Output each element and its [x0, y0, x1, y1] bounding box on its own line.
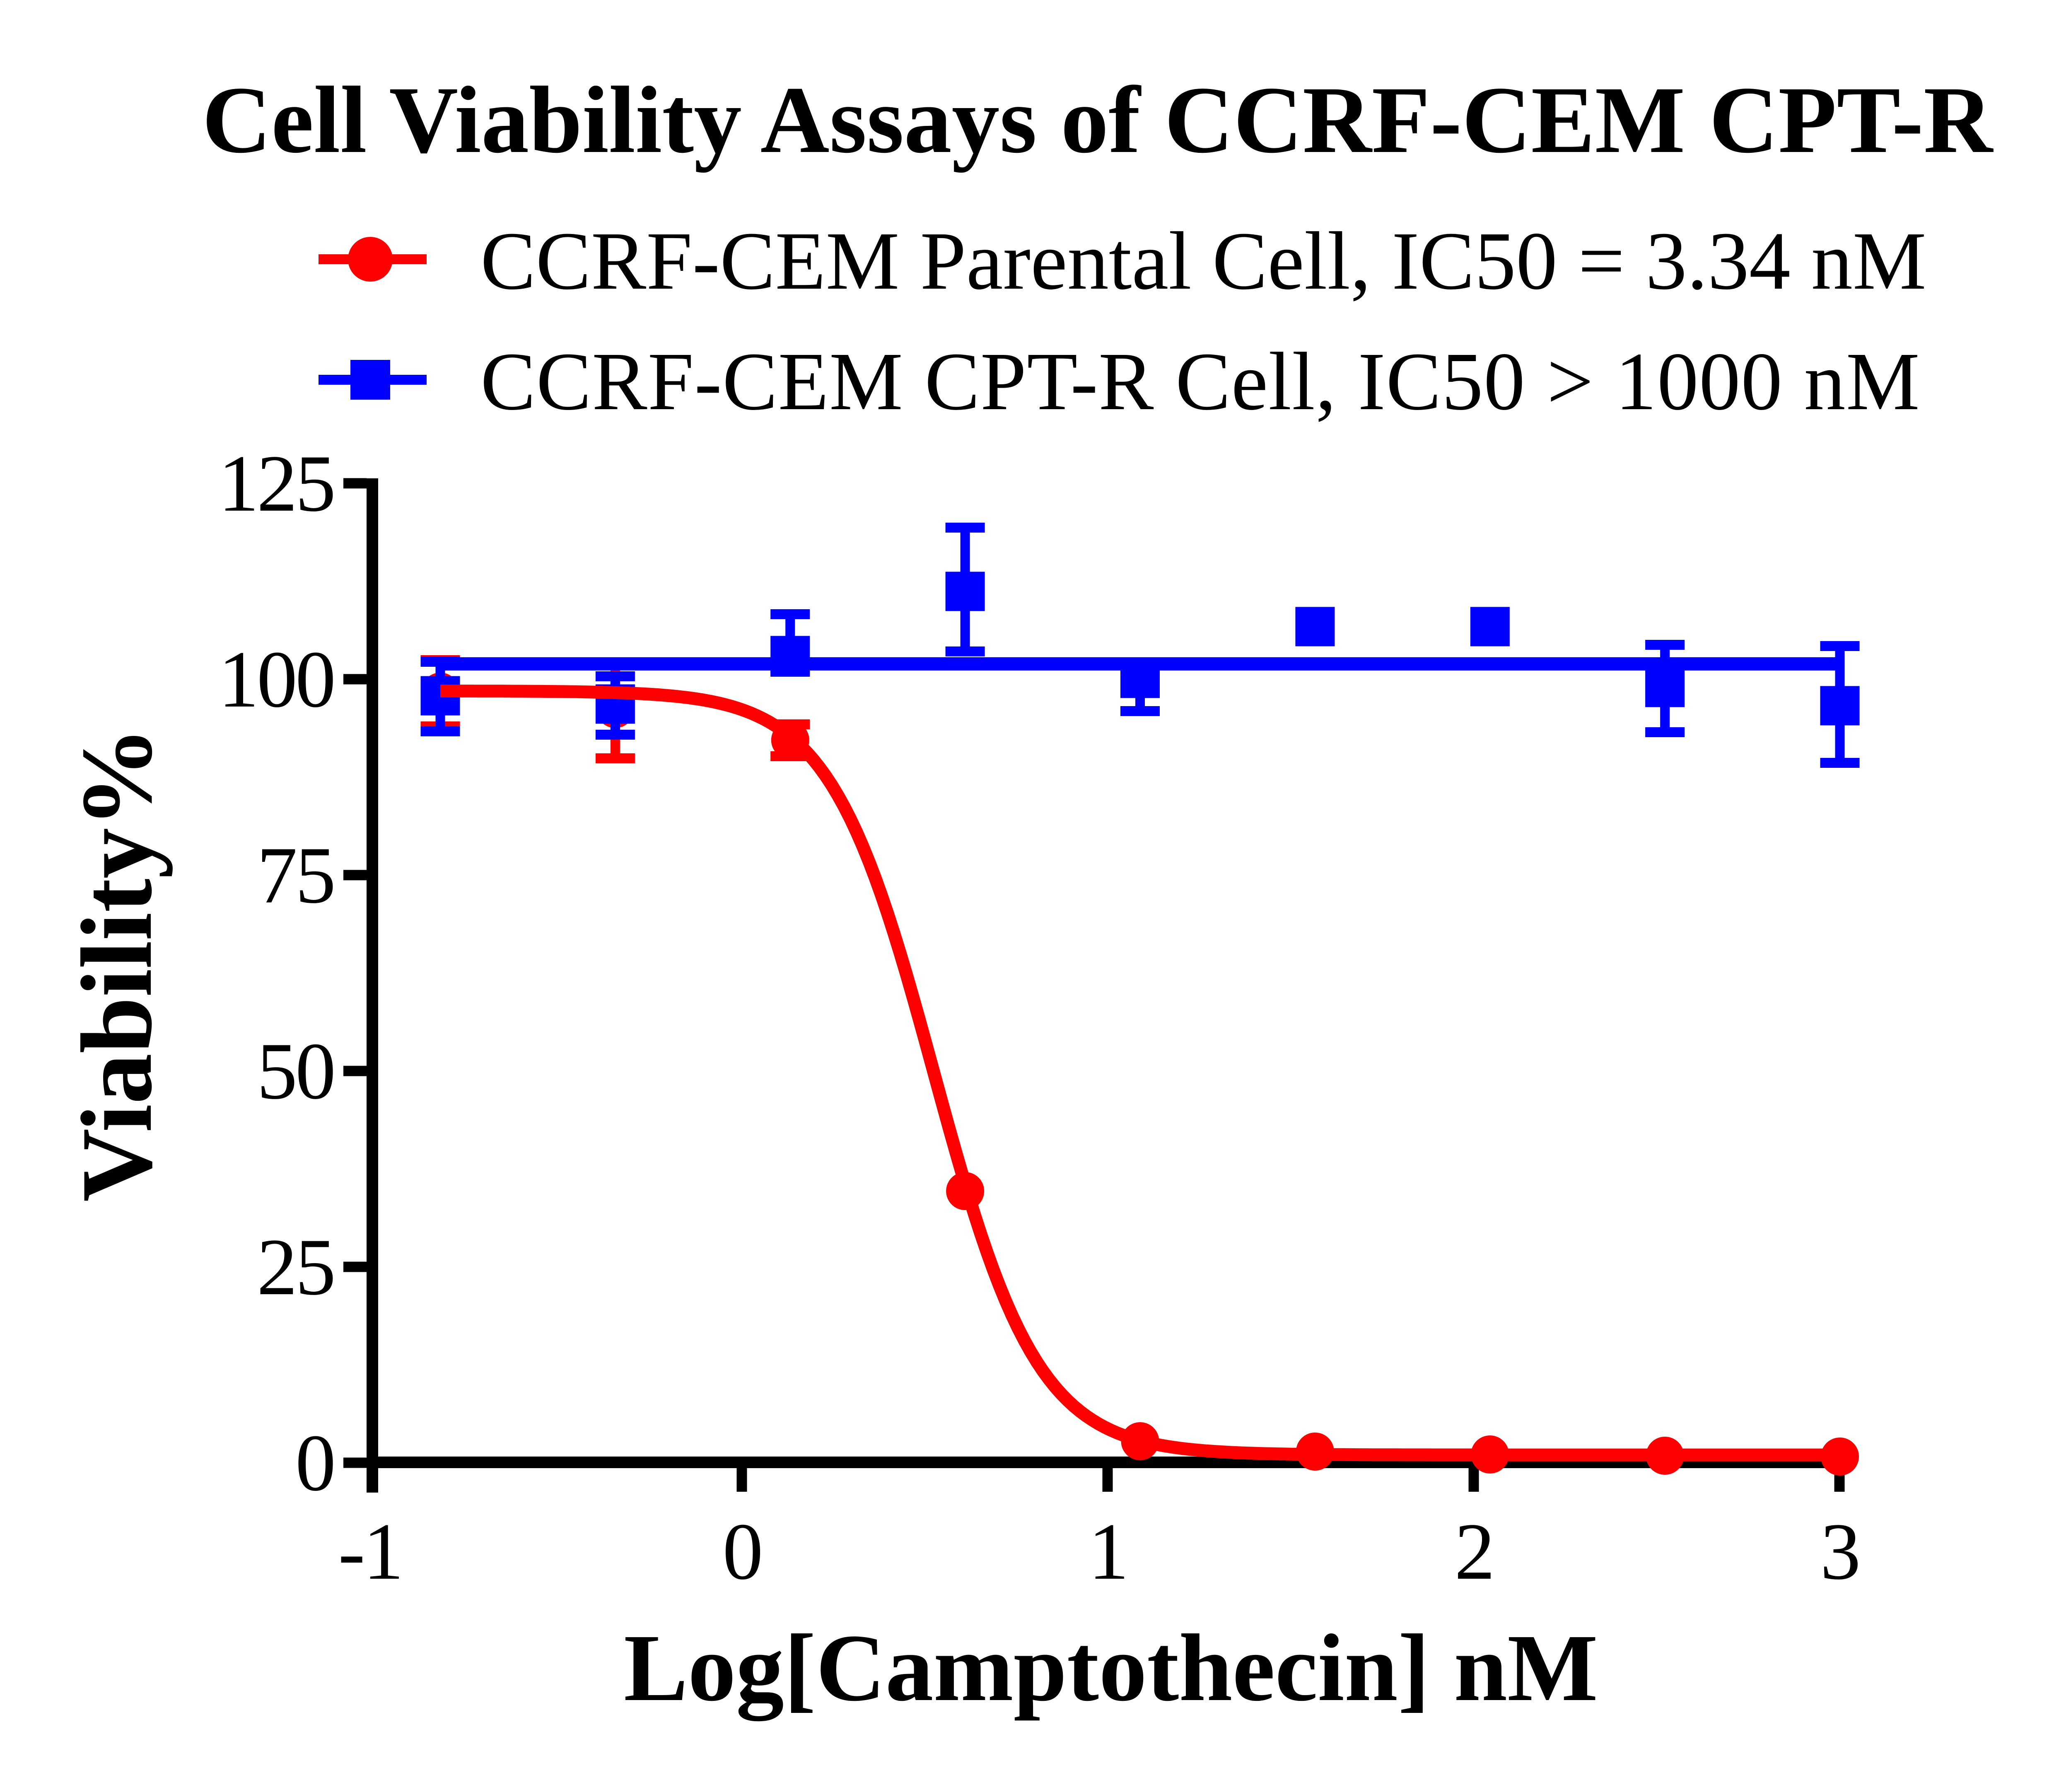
svg-text:25: 25 — [257, 1222, 334, 1312]
svg-text:100: 100 — [218, 634, 334, 724]
svg-text:3: 3 — [1820, 1507, 1859, 1597]
svg-text:CCRF-CEM Parental Cell, IC50 =: CCRF-CEM Parental Cell, IC50 = 3.34 nM — [480, 215, 1926, 307]
svg-text:Viability%: Viability% — [60, 726, 173, 1202]
svg-text:50: 50 — [257, 1026, 334, 1116]
svg-text:125: 125 — [218, 439, 334, 528]
svg-text:CCRF-CEM CPT-R Cell, IC50 > 10: CCRF-CEM CPT-R Cell, IC50 > 1000 nM — [480, 336, 1920, 427]
svg-text:0: 0 — [295, 1418, 334, 1508]
svg-text:Log[Camptothecin] nM: Log[Camptothecin] nM — [624, 1615, 1598, 1721]
svg-text:2: 2 — [1455, 1507, 1493, 1597]
svg-text:0: 0 — [723, 1507, 761, 1597]
svg-text:Cell Viability Assays of CCRF-: Cell Viability Assays of CCRF-CEM CPT-R — [202, 67, 1994, 173]
svg-text:1: 1 — [1089, 1507, 1127, 1597]
svg-text:75: 75 — [257, 830, 334, 920]
svg-text:-1: -1 — [338, 1507, 401, 1597]
